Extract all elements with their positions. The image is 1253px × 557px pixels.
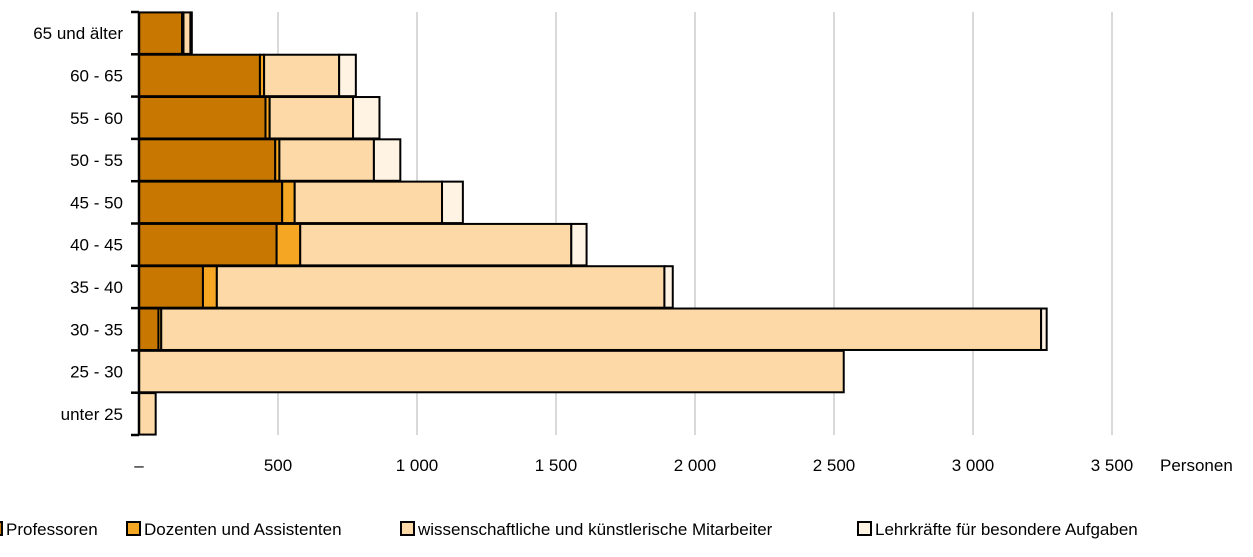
legend-item-lehrkraefte: Lehrkräfte für besondere Aufgaben (857, 520, 1138, 540)
bar-5-series-0 (138, 222, 278, 267)
y-tick-label-5: 40 - 45 (70, 236, 123, 255)
bar-2-series-0 (138, 96, 267, 140)
x-axis-title: Personen (1160, 456, 1233, 475)
legend-swatch-lehrkraefte (857, 521, 872, 536)
y-tick-label-1: 60 - 65 (70, 66, 123, 85)
bar-1-series-0 (138, 53, 261, 98)
bar-0-series-2 (182, 11, 192, 55)
bar-1-series-3 (338, 53, 357, 98)
axes (131, 10, 141, 437)
x-tick-label-1: 500 (264, 456, 292, 475)
bar-3-series-0 (138, 138, 277, 182)
x-tick-label-0: – (134, 456, 144, 475)
bar-4-series-3 (441, 180, 464, 225)
bar-6-series-3 (663, 265, 674, 309)
y-tick-label-2: 55 - 60 (70, 109, 123, 128)
bar-5-series-2 (299, 222, 573, 267)
x-tick-label-2: 1 000 (396, 456, 439, 475)
bar-4-series-0 (138, 180, 284, 225)
y-tick-label-4: 45 - 50 (70, 193, 123, 212)
x-tick-label-4: 2 000 (674, 456, 717, 475)
y-tick-label-0: 65 und älter (33, 24, 123, 43)
bar-7-series-0 (138, 307, 160, 351)
legend-label-lehrkraefte: Lehrkräfte für besondere Aufgaben (875, 520, 1138, 539)
legend: Professoren Dozenten und Assistenten wis… (0, 520, 1253, 554)
bar-7-series-2 (160, 307, 1043, 351)
stacked-bar-chart: 65 und älter 60 - 65 55 - 60 50 - 55 45 - 50… (33, 10, 1233, 475)
legend-swatch-mitarbeiter (400, 521, 415, 536)
legend-item-dozenten: Dozenten und Assistenten (126, 520, 342, 540)
bar-8-series-2 (138, 349, 845, 394)
x-tick-label-6: 3 000 (952, 456, 995, 475)
bar-4-series-2 (293, 180, 444, 225)
bar-7-series-3 (1040, 307, 1048, 351)
legend-item-mitarbeiter: wissenschaftliche und künstlerische Mita… (400, 520, 772, 540)
bar-5-series-3 (570, 222, 588, 267)
bar-3-series-3 (372, 138, 402, 182)
bar-6-series-0 (138, 265, 204, 309)
bar-0-series-3 (189, 11, 193, 55)
legend-label-professoren: Professoren (6, 520, 98, 539)
bar-6-series-2 (215, 265, 666, 309)
y-tick-label-6: 35 - 40 (70, 278, 123, 297)
x-tick-label-3: 1 500 (535, 456, 578, 475)
bar-4-series-1 (281, 180, 296, 225)
legend-swatch-dozenten (126, 521, 141, 536)
bar-2-series-3 (352, 96, 381, 140)
y-tick-label-8: 25 - 30 (70, 363, 123, 382)
y-tick-label-3: 50 - 55 (70, 151, 123, 170)
bar-3-series-2 (278, 138, 375, 182)
x-tick-label-5: 2 500 (813, 456, 856, 475)
bar-9-series-2 (138, 392, 157, 436)
y-tick-label-9: unter 25 (61, 405, 123, 424)
bar-5-series-1 (275, 222, 302, 267)
bar-0-series-0 (138, 11, 184, 55)
y-tick-label-7: 30 - 35 (70, 320, 123, 339)
legend-swatch-professoren (0, 521, 3, 536)
bar-2-series-2 (268, 96, 355, 140)
legend-item-professoren: Professoren (0, 520, 98, 540)
legend-label-dozenten: Dozenten und Assistenten (144, 520, 342, 539)
bar-1-series-2 (263, 53, 341, 98)
legend-label-mitarbeiter: wissenschaftliche und künstlerische Mita… (418, 520, 773, 539)
axis-labels: 65 und älter 60 - 65 55 - 60 50 - 55 45 - 50… (33, 24, 1133, 475)
x-tick-label-7: 3 500 (1091, 456, 1134, 475)
bar-6-series-1 (201, 265, 218, 309)
bars (138, 11, 1048, 436)
